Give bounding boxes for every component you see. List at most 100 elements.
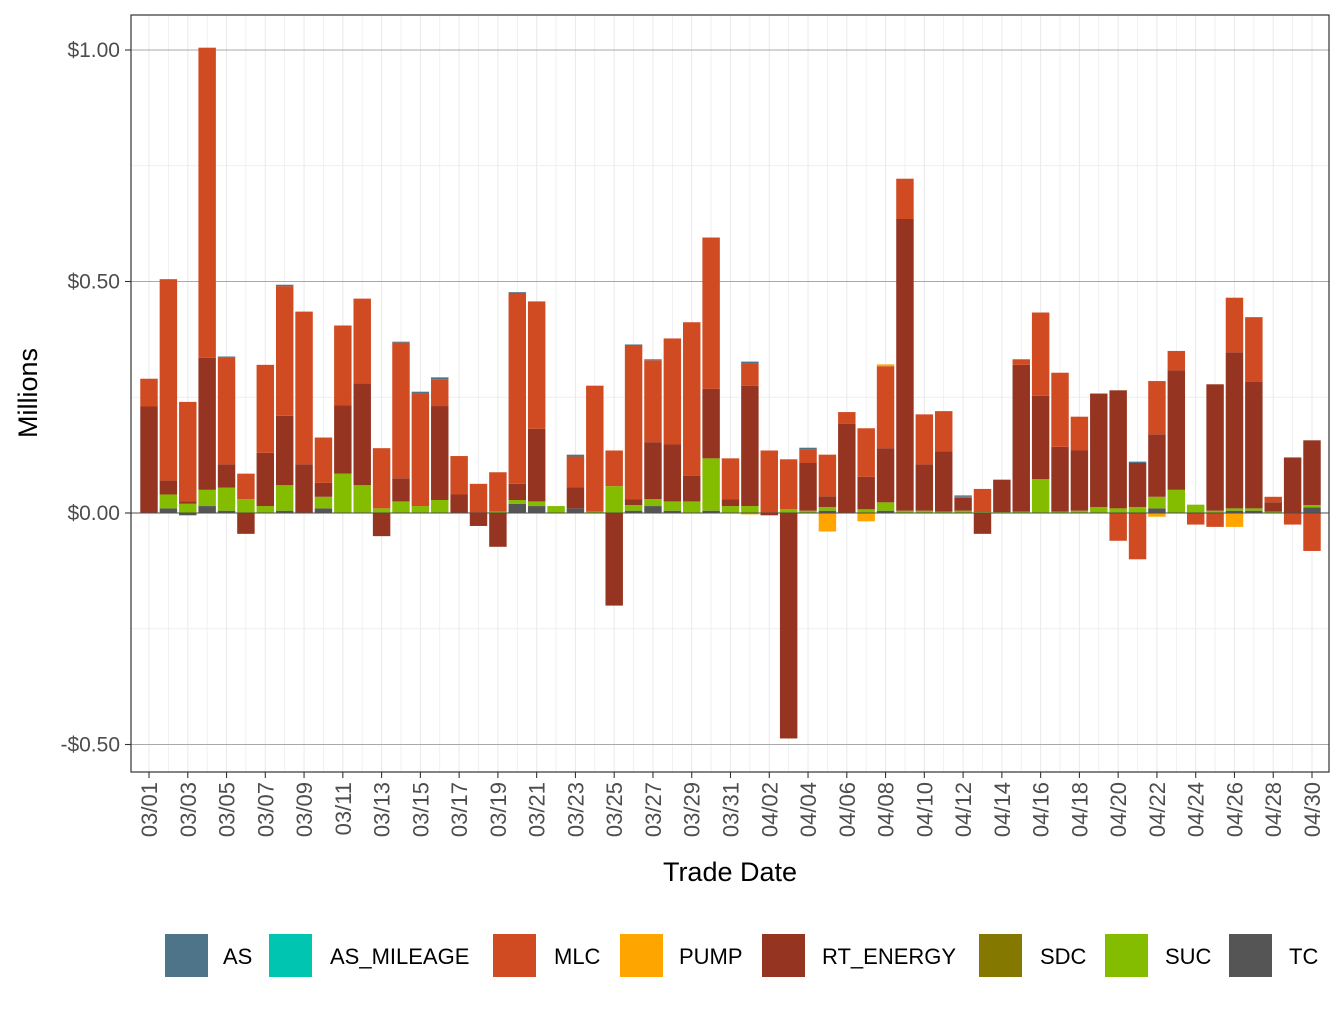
bar-stack [1128, 461, 1147, 560]
bar-segment-mlc [217, 357, 236, 465]
bar-segment-tc [508, 503, 527, 513]
bar-stack [741, 361, 759, 515]
x-tick-label: 03/07 [253, 782, 278, 837]
bar-segment-rt-energy [993, 479, 1011, 513]
legend-item: AS [165, 934, 252, 977]
bar-segment-suc [915, 510, 934, 513]
bar-segment-suc [527, 501, 546, 507]
bar-segment-as [644, 359, 662, 361]
bar-segment-suc [392, 501, 410, 513]
bar-segment-rt-energy [198, 357, 216, 490]
bar-stack [1012, 359, 1030, 513]
legend-item: TC [1229, 934, 1318, 977]
x-tick-label: 03/05 [215, 782, 240, 837]
bar-segment-mlc [527, 301, 546, 429]
bar-segment-mlc [353, 298, 371, 384]
bar-segment-rt-energy [431, 406, 449, 501]
bar-stack [663, 338, 682, 513]
bar-segment-mlc [1109, 513, 1127, 541]
bar-segment-rt-energy [1051, 446, 1069, 512]
bar-segment-rt-energy [1109, 390, 1127, 509]
bar-segment-mlc [489, 472, 507, 512]
bar-segment-rt-energy [799, 462, 817, 511]
bar-segment-mlc [566, 456, 585, 488]
x-tick-label: 04/10 [912, 782, 937, 837]
legend-label: TC [1289, 944, 1318, 969]
bar-segment-rt-energy [1031, 395, 1050, 480]
bar-stack [1225, 297, 1244, 527]
bar-segment-as [741, 361, 759, 364]
bar-segment-rt-energy [1148, 434, 1166, 497]
legend-swatch [493, 934, 536, 977]
x-tick-label: 03/03 [176, 782, 201, 837]
bar-segment-suc [586, 511, 604, 513]
bar-segment-tc [159, 508, 178, 513]
bar-segment-mlc [876, 366, 895, 449]
legend-item: SDC [979, 934, 1087, 977]
bar-segment-suc [1245, 508, 1263, 511]
x-tick-label: 03/01 [137, 782, 162, 837]
bar-segment-mlc [256, 364, 275, 453]
bar-stack [1031, 312, 1050, 513]
bar-segment-rt-energy [760, 513, 778, 516]
bar-stack [392, 341, 410, 513]
bar-segment-mlc [159, 279, 178, 481]
bar-stack [1109, 390, 1127, 541]
bar-stack [547, 506, 565, 513]
bar-stack [876, 364, 895, 513]
bar-segment-rt-energy [450, 494, 468, 513]
bar-segment-rt-energy [1264, 502, 1282, 512]
bar-stack [1051, 372, 1069, 513]
x-tick-label: 03/11 [331, 782, 356, 835]
bar-stack [644, 359, 662, 513]
bar-stack [450, 456, 468, 513]
bar-stack [179, 401, 197, 516]
bar-segment-rt-energy [372, 513, 391, 537]
bar-stack [915, 414, 934, 513]
bar-segment-tc [314, 508, 333, 513]
bar-segment-rt-energy [179, 501, 197, 504]
bar-segment-rt-energy [663, 444, 682, 502]
bar-segment-suc [683, 501, 701, 513]
bar-segment-mlc [644, 360, 662, 443]
bar-segment-mlc [1283, 513, 1302, 525]
bar-segment-mlc [1303, 513, 1321, 551]
bar-stack [508, 292, 527, 513]
bar-segment-rt-energy [295, 464, 313, 513]
bar-segment-rt-energy [1167, 370, 1186, 490]
bar-segment-tc [876, 510, 895, 513]
bar-segment-mlc [140, 378, 158, 407]
x-tick-label: 04/12 [951, 782, 976, 837]
bar-segment-rt-energy [915, 464, 934, 511]
bar-segment-rt-energy [566, 487, 585, 509]
bar-segment-as [566, 454, 585, 457]
bar-segment-mlc [1012, 359, 1030, 365]
bar-segment-pump [876, 364, 895, 367]
bar-segment-rt-energy [1070, 450, 1089, 511]
bar-segment-rt-energy [217, 464, 236, 488]
bar-segment-tc [1148, 508, 1166, 513]
bar-segment-suc [275, 485, 294, 511]
bar-segment-mlc [469, 483, 488, 513]
bar-segment-mlc [1206, 513, 1224, 527]
bar-stack [683, 322, 701, 513]
bar-stack [489, 472, 507, 547]
bar-stack [934, 411, 953, 513]
bar-segment-tc [527, 506, 546, 513]
x-axis: 03/01 03/03 03/05 03/07 03/09 03/11 03/13 03/15… [137, 772, 1325, 837]
x-tick-label: 04/16 [1029, 782, 1054, 837]
bar-segment-as [431, 377, 449, 380]
bar-segment-suc [547, 506, 565, 513]
bar-stack [256, 364, 275, 513]
legend-item: PUMP [620, 934, 743, 977]
bar-segment-mlc [799, 449, 817, 463]
bar-segment-rt-energy [779, 513, 798, 739]
bar-segment-suc [1051, 511, 1069, 513]
bar-segment-rt-energy [838, 423, 856, 513]
legend-swatch [979, 934, 1022, 977]
x-tick-label: 04/08 [874, 782, 899, 837]
bar-segment-rt-energy [1128, 462, 1147, 507]
bar-stack [993, 479, 1011, 513]
bar-segment-rt-energy [334, 405, 352, 474]
bar-segment-suc [411, 506, 430, 513]
